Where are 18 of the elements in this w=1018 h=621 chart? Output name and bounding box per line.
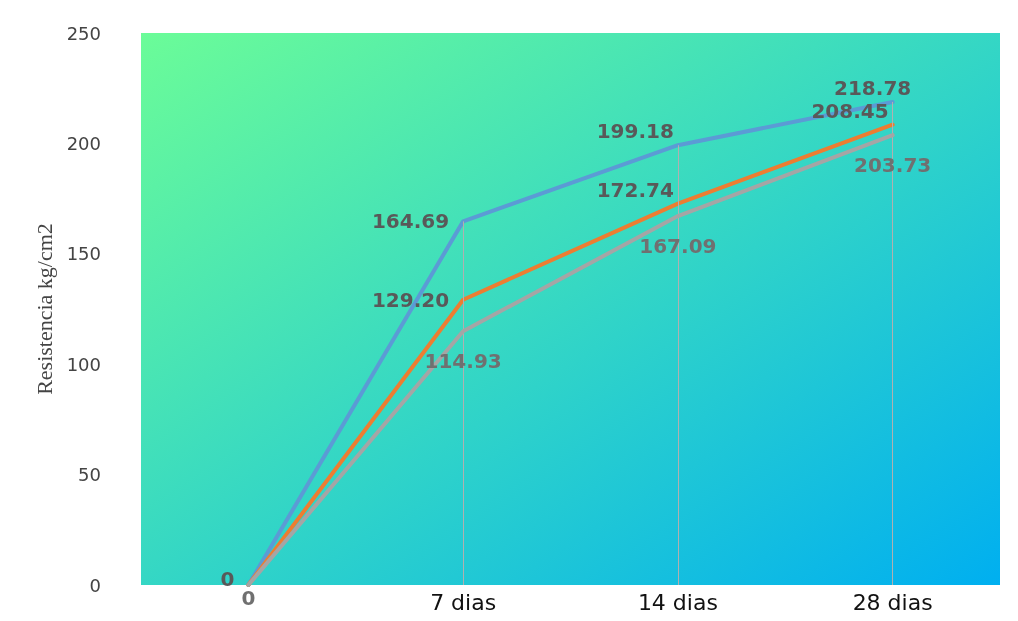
y-tick-label: 50 [78, 464, 101, 486]
data-label: 164.69 [371, 209, 450, 234]
x-tick-label: 7 dias [430, 589, 497, 615]
y-axis-title: Resistencia kg/cm2 [32, 223, 58, 395]
y-tick-label: 150 [66, 243, 101, 265]
x-tick-label: 28 dias [852, 589, 933, 615]
data-label: 0 [241, 586, 256, 610]
y-tick-label: 0 [89, 574, 101, 596]
data-label: 208.45 [811, 98, 889, 123]
x-tick-label: 14 dias [637, 589, 718, 615]
y-tick-label: 100 [66, 353, 101, 375]
data-label: 172.74 [596, 177, 674, 202]
data-label: 129.20 [371, 287, 450, 312]
data-label: 199.18 [596, 119, 674, 144]
data-label: 0 [220, 567, 235, 591]
y-tick-label: 200 [66, 132, 101, 154]
y-tick-label: 250 [66, 22, 101, 44]
data-label: 218.78 [834, 75, 912, 100]
